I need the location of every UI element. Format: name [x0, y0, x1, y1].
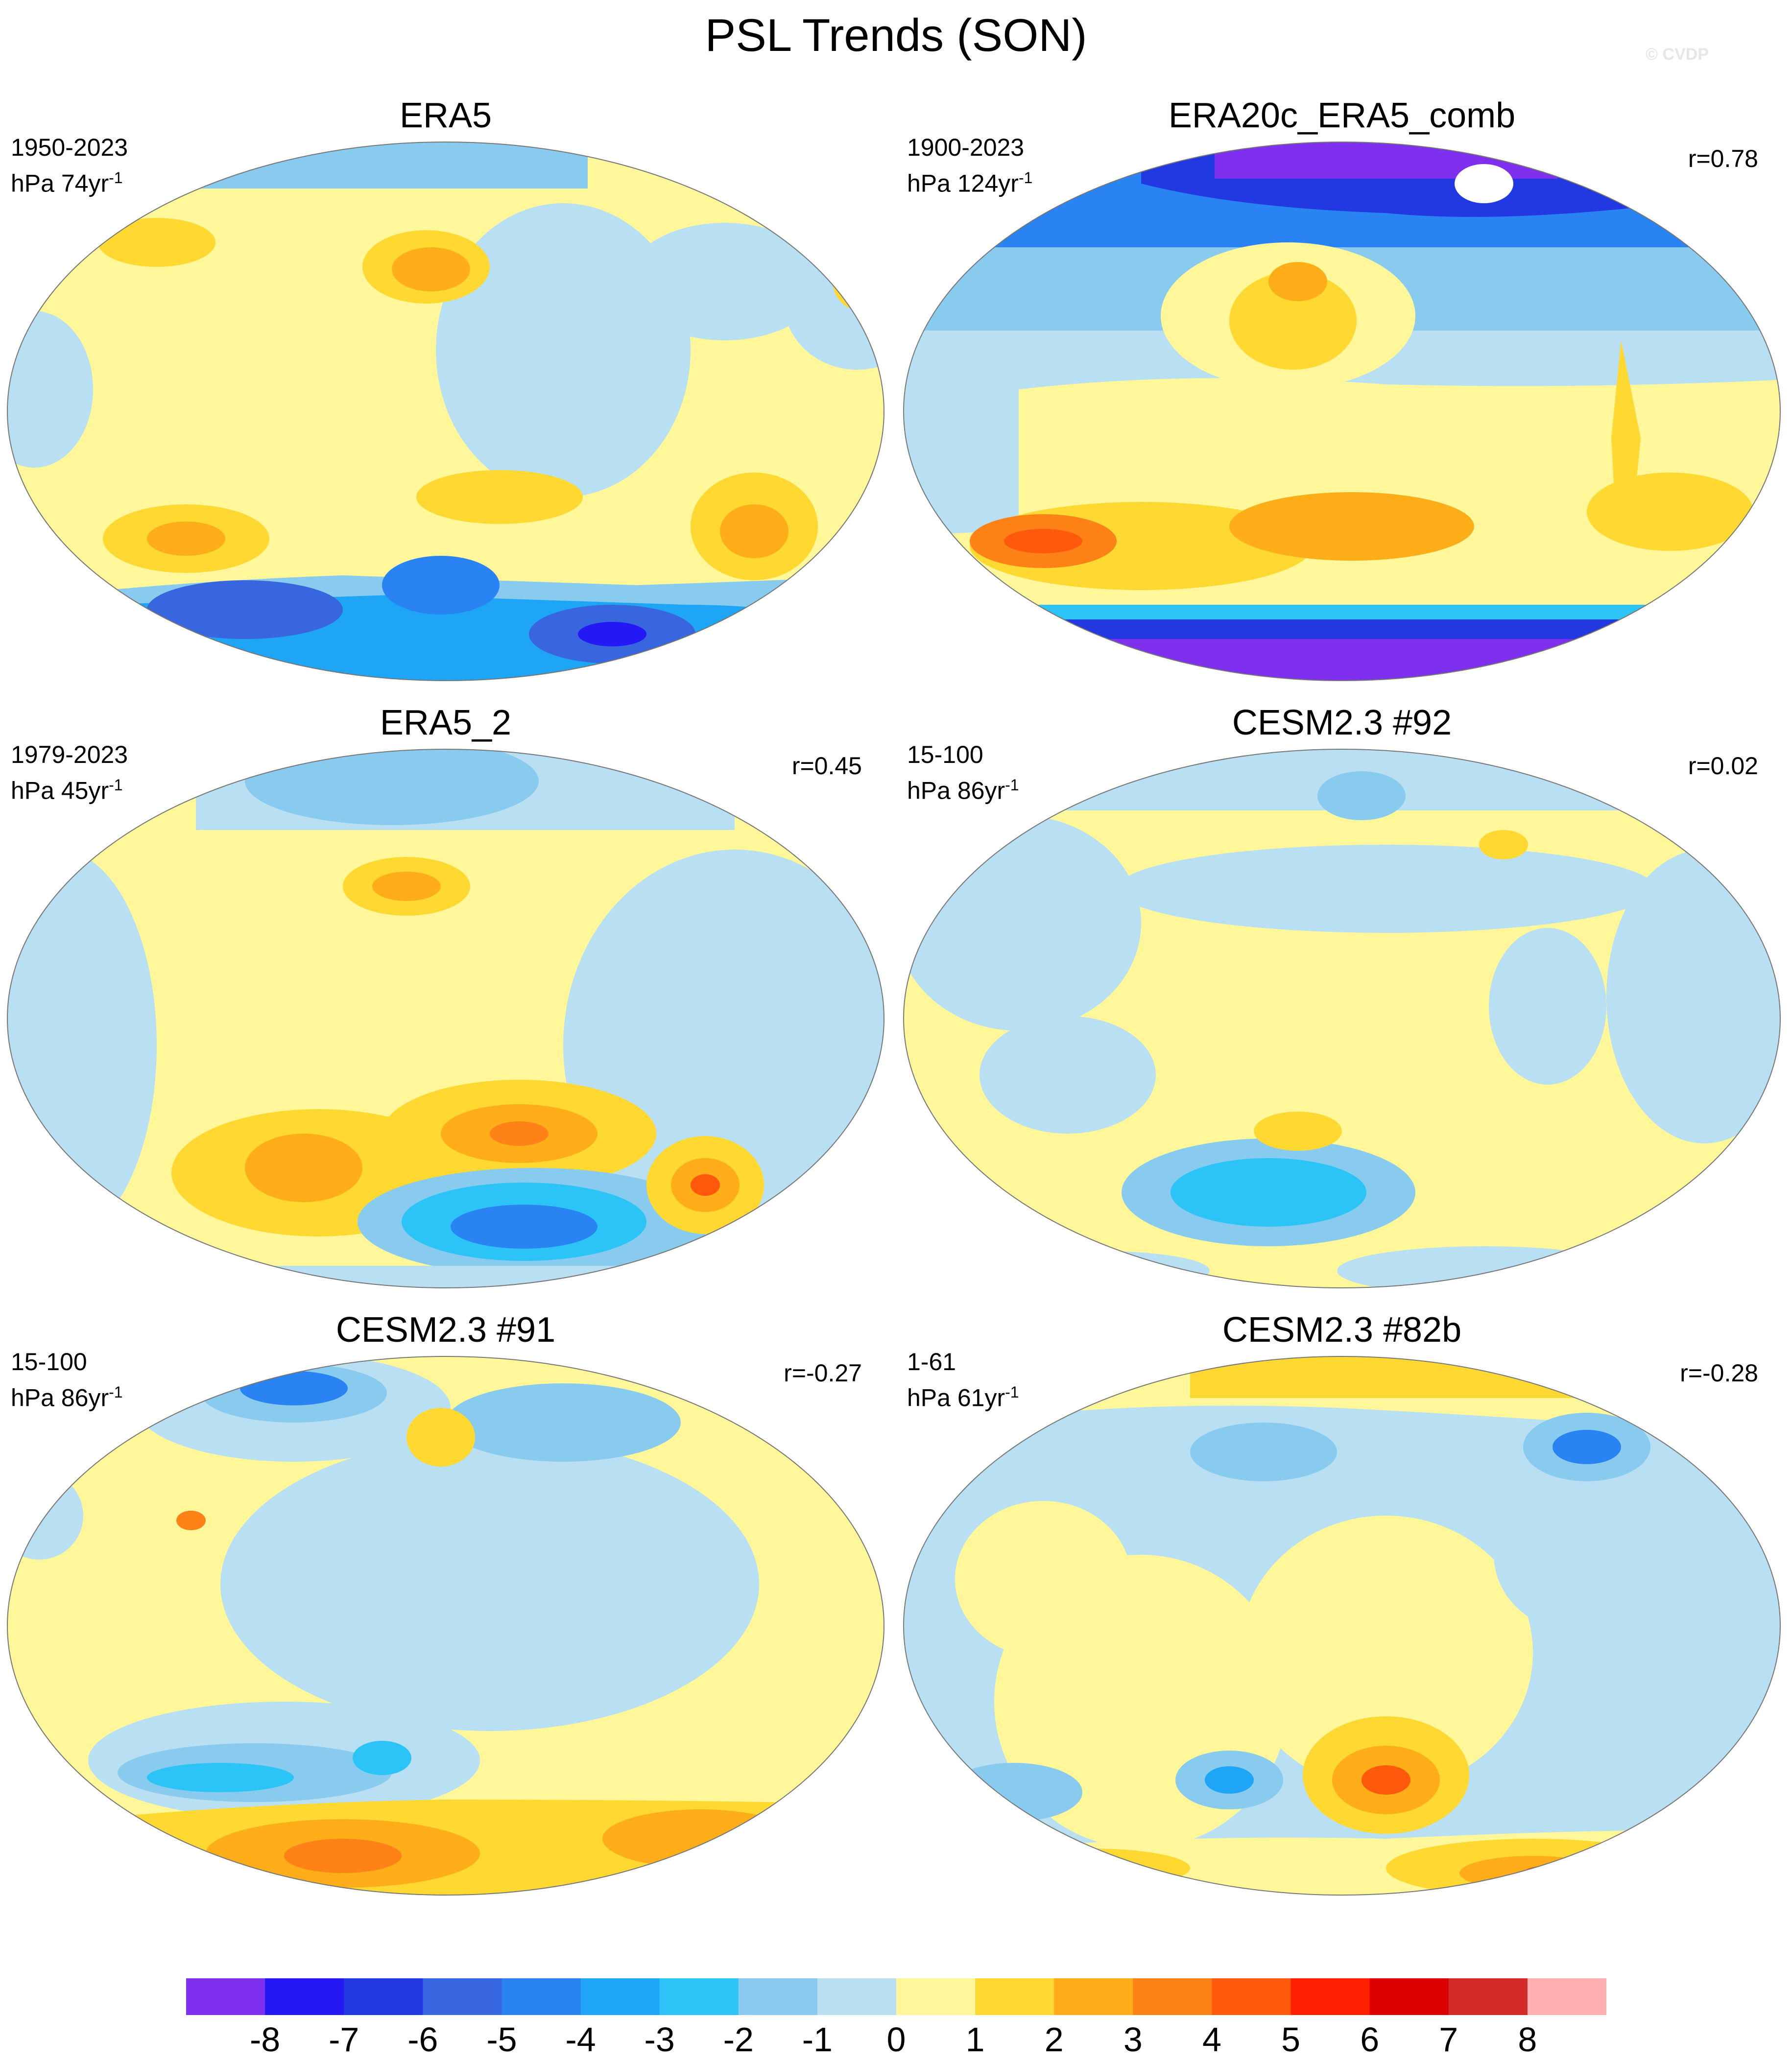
panel-era5-2: ERA5_2 1979-2023 hPa 45	[0, 703, 891, 1310]
correlation-label: r=0.02	[1688, 752, 1758, 780]
colorbar-tick-labels: -8 -7 -6 -5 -4 -3 -2 -1 0 1 2 3 4 5 6 7 8	[186, 2020, 1606, 2064]
units-label: hPa 74yr-1	[11, 169, 123, 197]
colorbar-swatch	[1527, 1978, 1606, 2015]
colorbar-swatch	[975, 1978, 1054, 2015]
colorbar-tick-label: 3	[1123, 2020, 1143, 2059]
panel-meta: 15-100 hPa 86yr-1	[11, 1347, 123, 1413]
panel-era20c: ERA20c_ERA5_comb 1900-2023	[896, 95, 1788, 703]
colorbar-swatch	[344, 1978, 423, 2015]
panel-title: ERA5_2	[380, 703, 512, 742]
period-label: 1950-2023	[11, 134, 128, 161]
correlation-label: r=-0.27	[784, 1359, 862, 1387]
colorbar-tick-label: 5	[1281, 2020, 1301, 2059]
panel-meta: 1950-2023 hPa 74yr-1	[11, 132, 128, 199]
colorbar-swatch	[896, 1978, 976, 2015]
panel-title: CESM2.3 #92	[1232, 703, 1452, 742]
units-label: hPa 45yr-1	[11, 776, 123, 805]
colorbar-swatch	[1290, 1978, 1370, 2015]
figure-title: PSL Trends (SON)	[705, 9, 1087, 61]
units-label: hPa 61yr-1	[907, 1383, 1019, 1412]
colorbar-tick-label: 4	[1202, 2020, 1221, 2059]
panel-title: CESM2.3 #91	[335, 1310, 556, 1350]
map-era5-2	[7, 749, 884, 1288]
colorbar-tick-label: -3	[644, 2020, 675, 2059]
map-cesm82b	[903, 1356, 1781, 1896]
colorbar-swatch	[580, 1978, 660, 2015]
panel-era5: ERA5 1	[0, 95, 891, 703]
panel-cesm91: CESM2.3 #91 15-100 hPa 86yr-1 r=-0.27	[0, 1310, 891, 1917]
colorbar-tick-label: -7	[329, 2020, 359, 2059]
panel-meta: 1979-2023 hPa 45yr-1	[11, 739, 128, 806]
panel-meta: 1-61 hPa 61yr-1	[907, 1347, 1019, 1413]
units-label: hPa 86yr-1	[11, 1383, 123, 1412]
colorbar-tick-label: 8	[1518, 2020, 1537, 2059]
colorbar-swatch	[186, 1978, 265, 2015]
period-label: 15-100	[907, 741, 983, 768]
colorbar-tick-label: 2	[1044, 2020, 1064, 2059]
colorbar-swatch	[1369, 1978, 1449, 2015]
panel-meta: 1900-2023 hPa 124yr-1	[907, 132, 1032, 199]
colorbar-swatch	[1054, 1978, 1133, 2015]
credit-watermark: © CVDP	[1646, 45, 1709, 64]
colorbar-swatch	[817, 1978, 897, 2015]
colorbar-swatch	[1448, 1978, 1528, 2015]
panel-cesm92: CESM2.3 #92 15-100 hPa 86yr-1 r=0.02	[896, 703, 1788, 1310]
colorbar-tick-label: -6	[407, 2020, 438, 2059]
colorbar-swatch	[265, 1978, 344, 2015]
colorbar	[186, 1978, 1606, 2015]
correlation-label: r=-0.28	[1680, 1359, 1758, 1387]
colorbar-tick-label: 0	[886, 2020, 906, 2059]
colorbar-swatch	[738, 1978, 818, 2015]
map-cesm91	[7, 1356, 884, 1896]
panel-meta: 15-100 hPa 86yr-1	[907, 739, 1019, 806]
colorbar-tick-label: 6	[1360, 2020, 1380, 2059]
correlation-label: r=0.45	[791, 752, 862, 780]
period-label: 1-61	[907, 1348, 956, 1376]
period-label: 15-100	[11, 1348, 87, 1376]
colorbar-tick-label: -2	[723, 2020, 754, 2059]
correlation-label: r=0.78	[1688, 145, 1758, 172]
units-label: hPa 86yr-1	[907, 776, 1019, 805]
period-label: 1900-2023	[907, 134, 1025, 161]
panel-title: ERA20c_ERA5_comb	[1168, 96, 1516, 135]
colorbar-swatch	[659, 1978, 739, 2015]
map-era20c	[903, 142, 1781, 681]
colorbar-tick-label: -5	[486, 2020, 517, 2059]
colorbar-tick-label: 1	[965, 2020, 985, 2059]
period-label: 1979-2023	[11, 741, 128, 768]
panel-title: ERA5	[399, 96, 492, 135]
colorbar-swatch	[423, 1978, 502, 2015]
map-era5	[7, 142, 884, 681]
colorbar-tick-label: 7	[1439, 2020, 1458, 2059]
colorbar-tick-label: -4	[565, 2020, 596, 2059]
colorbar-tick-label: -1	[802, 2020, 833, 2059]
units-label: hPa 124yr-1	[907, 169, 1033, 197]
panel-cesm82b: CESM2.3 #82b 1-61	[896, 1310, 1788, 1917]
panel-title: CESM2.3 #82b	[1222, 1310, 1462, 1350]
map-cesm92	[903, 749, 1781, 1288]
colorbar-swatch	[502, 1978, 581, 2015]
colorbar-tick-label: -8	[249, 2020, 281, 2059]
colorbar-swatch	[1133, 1978, 1212, 2015]
colorbar-swatch	[1212, 1978, 1291, 2015]
